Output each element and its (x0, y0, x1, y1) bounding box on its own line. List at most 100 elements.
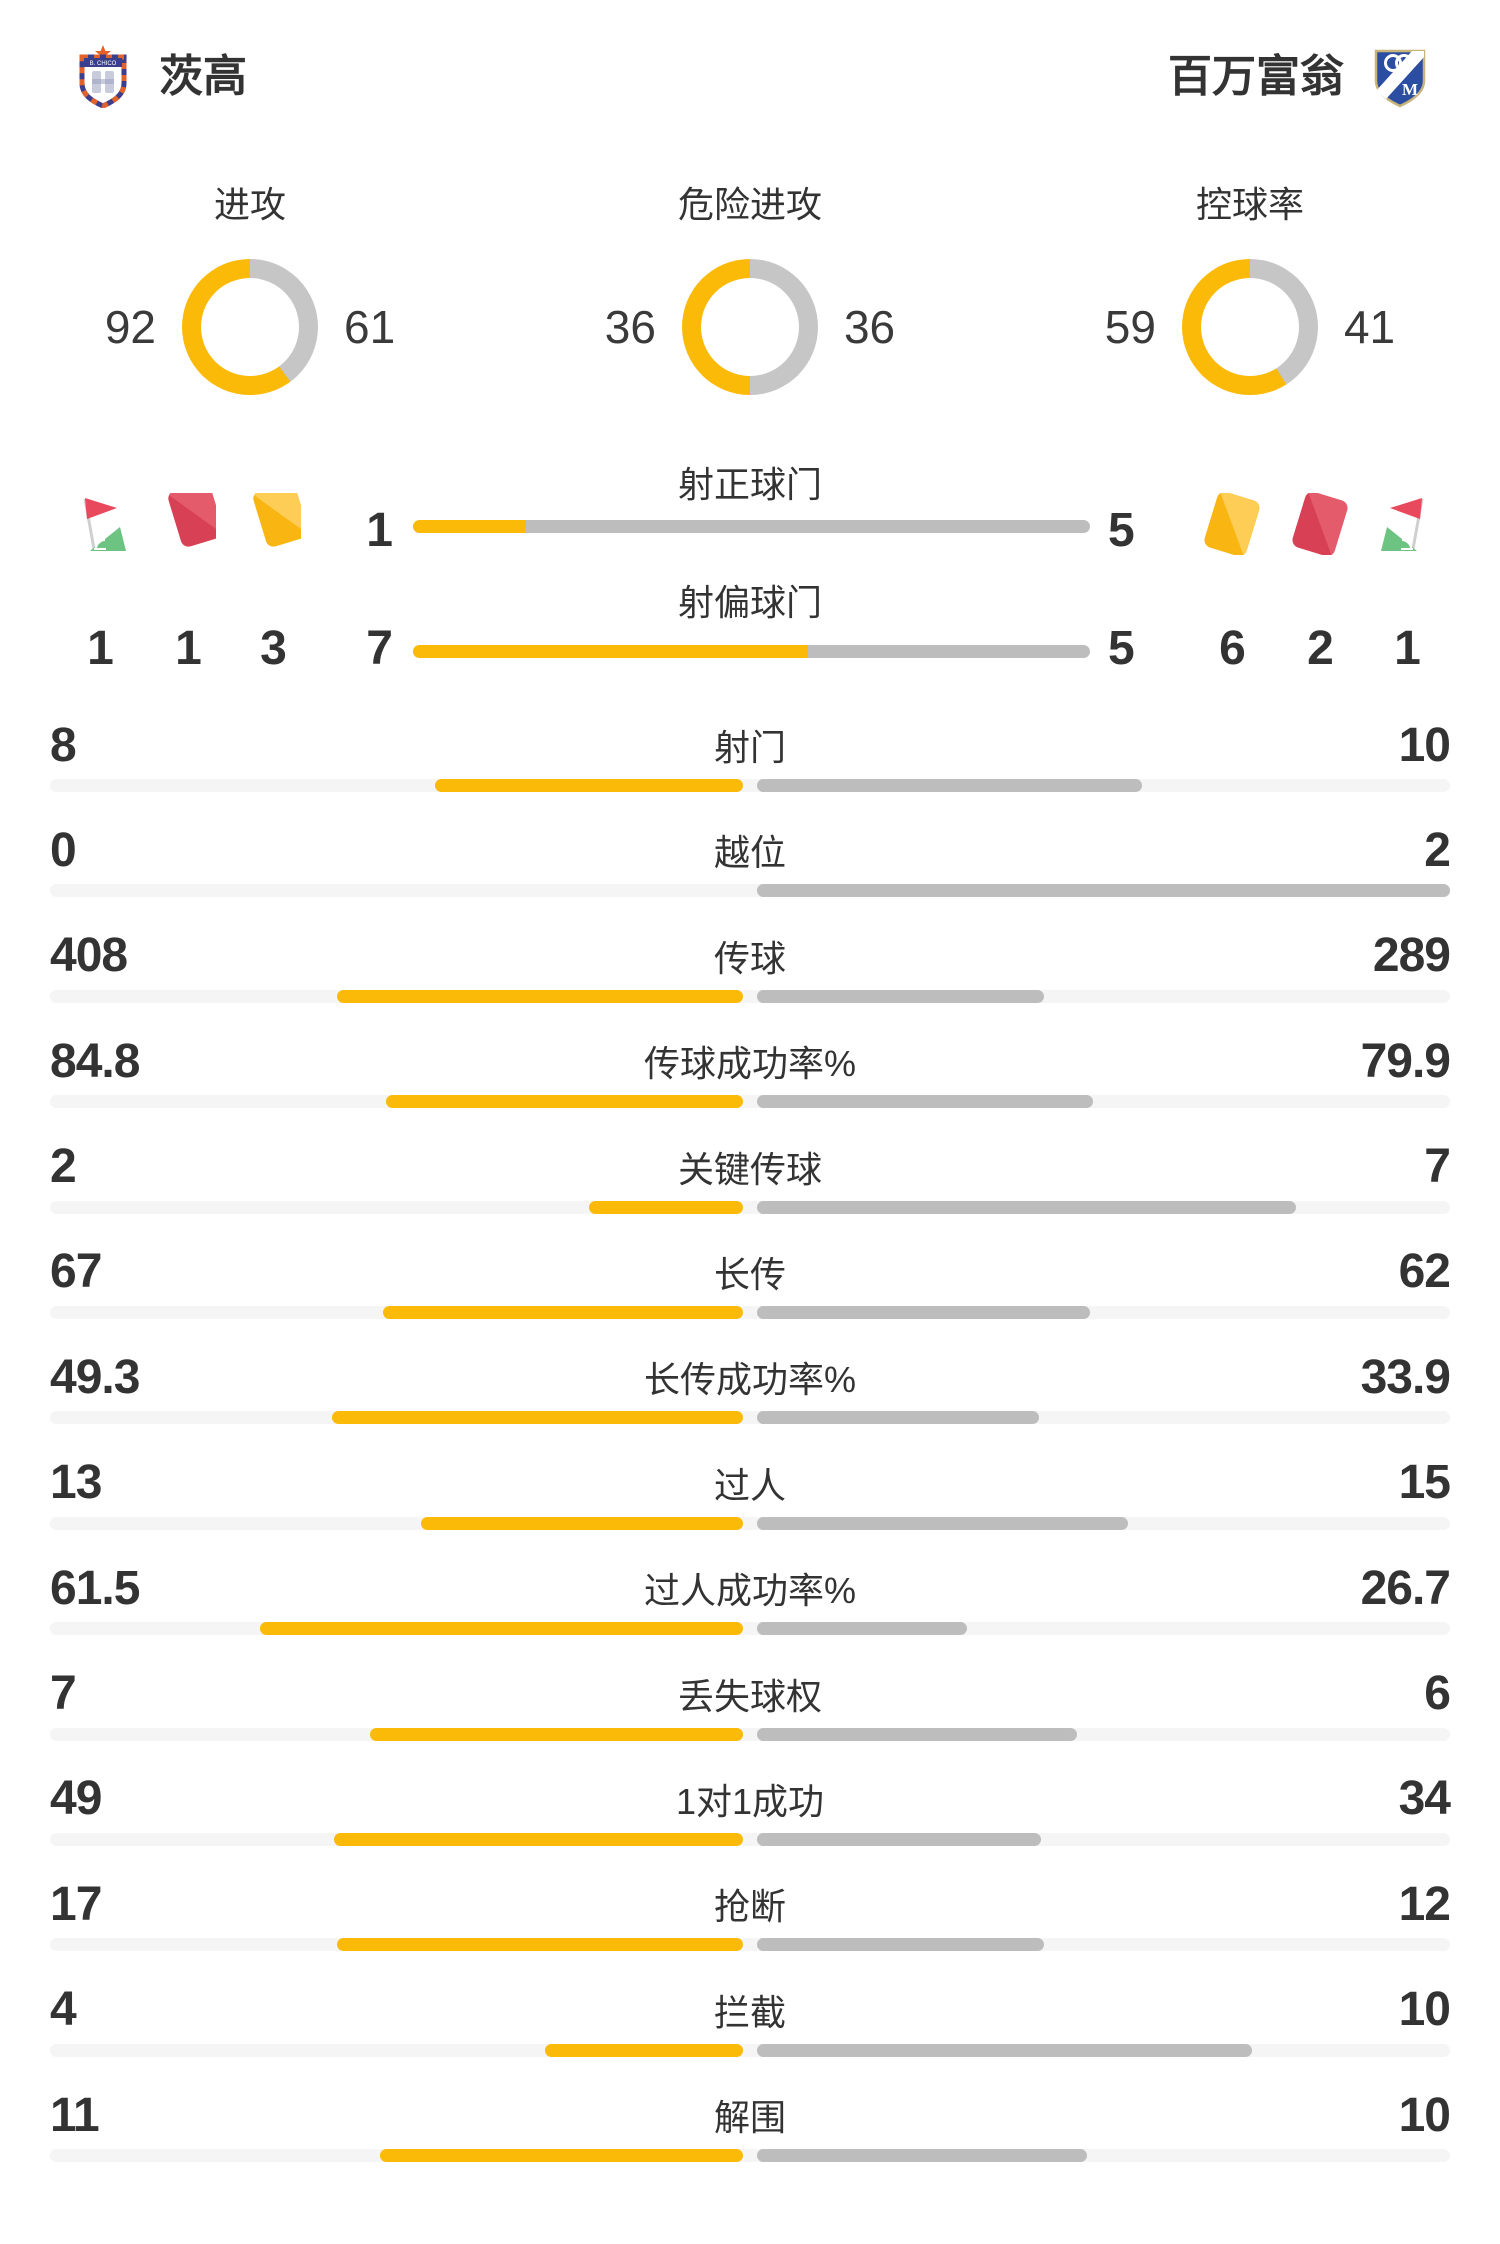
stat-away-value: 26.7 (1360, 1561, 1451, 1615)
stat-bar-track (50, 1516, 1450, 1530)
shots-on-target-away-value: 5 (1108, 504, 1135, 557)
stat-bar-track (50, 779, 1450, 792)
stat-away-value: 2 (1424, 823, 1451, 877)
stat-bar-away-segment (757, 989, 1045, 1003)
red-card-icon (160, 482, 224, 555)
stat-row: 8 射门 10 (0, 687, 1500, 792)
stat-home-value: 61.5 (50, 1561, 140, 1615)
svg-text:B. CHICO: B. CHICO (90, 61, 117, 67)
stat-line: 61.5 过人成功率% 26.7 (50, 1530, 1451, 1615)
stat-label: 解围 (713, 2097, 786, 2139)
stat-label: 过人成功率% (643, 1570, 856, 1612)
stat-bar-away-segment (757, 1305, 1091, 1319)
stat-bar-home-segment (336, 1938, 743, 1952)
stat-bar-track (50, 2043, 1450, 2057)
corner-flag-icon (72, 493, 128, 555)
stat-bar-track (50, 1832, 1450, 1846)
stat-away-value: 12 (1398, 1877, 1451, 1931)
stat-bar-home-segment (383, 1305, 743, 1319)
home-corners-count: 1 (87, 622, 114, 675)
stat-line: 49.3 长传成功率% 33.9 (50, 1319, 1451, 1404)
stat-bar-track (50, 1938, 1450, 1952)
donut-group: 控球率 59 41 (1000, 180, 1500, 395)
stat-bar-track (50, 1095, 1450, 1109)
stat-bar-home-segment (545, 2043, 743, 2057)
away-red-cards-count: 2 (1307, 622, 1334, 675)
stat-row: 84.8 传球成功率% 79.9 (0, 1003, 1500, 1109)
home-red-cards-count: 1 (175, 622, 202, 675)
stat-bar-track (50, 2149, 1450, 2163)
stat-line: 84.8 传球成功率% 79.9 (50, 1003, 1451, 1088)
stat-label: 长传成功率% (643, 1359, 856, 1401)
stat-bar-away-segment (757, 2043, 1252, 2057)
stat-row: 49 1对1成功 34 (0, 1741, 1500, 1846)
away-team-logo-icon: M (1374, 49, 1426, 108)
stats-list: 8 射门 10 0 越位 2 408 传球 (0, 687, 1500, 2163)
stat-bar-away-segment (757, 1200, 1296, 1214)
shots-off-target-home-value: 7 (366, 622, 393, 675)
stat-row: 13 过人 15 (0, 1425, 1500, 1530)
stat-bar-away-segment (757, 1938, 1044, 1952)
donut-group: 进攻 92 61 (0, 180, 500, 395)
stat-bar-away-segment (757, 1727, 1077, 1741)
donut-row: 36 36 (570, 259, 930, 395)
stat-away-value: 15 (1398, 1456, 1451, 1510)
shots-off-target-label: 射偏球门 (677, 582, 822, 623)
away-yellow-cards-count: 6 (1219, 622, 1246, 675)
stat-bar-away-segment (757, 2149, 1087, 2163)
stat-bar-home-segment (369, 1727, 743, 1741)
stat-bar-home-segment (337, 989, 743, 1003)
red-card-icon (1292, 491, 1348, 557)
stat-row: 2 关键传球 7 (0, 1109, 1500, 1214)
stat-line: 7 丢失球权 6 (50, 1636, 1451, 1720)
stat-away-value: 33.9 (1360, 1350, 1451, 1404)
stat-home-value: 13 (50, 1456, 102, 1510)
donut-label: 控球率 (1195, 184, 1304, 225)
stat-bar-home-segment (259, 1622, 743, 1636)
away-team-name: 百万富翁 (1168, 52, 1344, 101)
stat-away-value: 62 (1398, 1245, 1451, 1299)
shots-on-target-home-value: 1 (366, 504, 393, 557)
stat-home-value: 17 (50, 1877, 102, 1931)
stat-home-value: 2 (50, 1140, 77, 1194)
stat-away-value: 7 (1424, 1140, 1451, 1194)
home-yellow-cards-count: 3 (260, 622, 287, 675)
header: B. CHICO 茨高 百万富翁 M (0, 0, 1500, 108)
stat-home-value: 84.8 (50, 1034, 140, 1088)
stat-bar-away-segment (757, 1516, 1129, 1530)
stat-line: 408 传球 289 (50, 898, 1451, 982)
stat-bar-away-segment (757, 1622, 967, 1636)
stat-bar-track (50, 1200, 1450, 1214)
stat-bar-track (50, 1305, 1450, 1319)
stat-line: 49 1对1成功 34 (50, 1741, 1451, 1825)
stat-label: 1对1成功 (675, 1780, 825, 1822)
stat-label: 传球成功率% (643, 1043, 856, 1085)
stat-line: 2 关键传球 7 (50, 1109, 1451, 1193)
stat-away-value: 10 (1398, 2088, 1451, 2142)
yellow-card-icon (245, 482, 309, 555)
stat-bar-track (50, 884, 1450, 898)
stat-bar-away-segment (757, 779, 1142, 792)
stat-home-value: 49 (50, 1772, 102, 1826)
corner-flag-icon (1379, 493, 1435, 555)
stat-line: 17 抢断 12 (50, 1846, 1451, 1931)
shots-off-target-away-value: 5 (1108, 622, 1135, 675)
donut-section: 进攻 92 61 危险进攻 36 36 控球率 59 41 (0, 180, 1500, 395)
stat-label: 越位 (713, 832, 786, 874)
stat-row: 408 传球 289 (0, 898, 1500, 1003)
donut-home-value: 36 (604, 301, 656, 353)
stat-away-value: 10 (1398, 1983, 1451, 2037)
away-team: 百万富翁 M (1168, 45, 1428, 108)
donut-away-value: 41 (1343, 301, 1396, 353)
donut-group: 危险进攻 36 36 (500, 180, 1000, 395)
donut-chart (681, 259, 818, 395)
away-corners-count: 1 (1394, 622, 1421, 675)
stat-home-value: 11 (50, 2088, 100, 2142)
stat-bar-home-segment (333, 1832, 743, 1846)
stat-away-value: 6 (1424, 1667, 1451, 1721)
home-team-name: 茨高 (159, 52, 247, 101)
shots-on-target-label: 射正球门 (677, 464, 822, 505)
stat-home-value: 408 (50, 929, 128, 983)
stat-line: 8 射门 10 (50, 687, 1451, 772)
stat-home-value: 49.3 (50, 1350, 140, 1404)
